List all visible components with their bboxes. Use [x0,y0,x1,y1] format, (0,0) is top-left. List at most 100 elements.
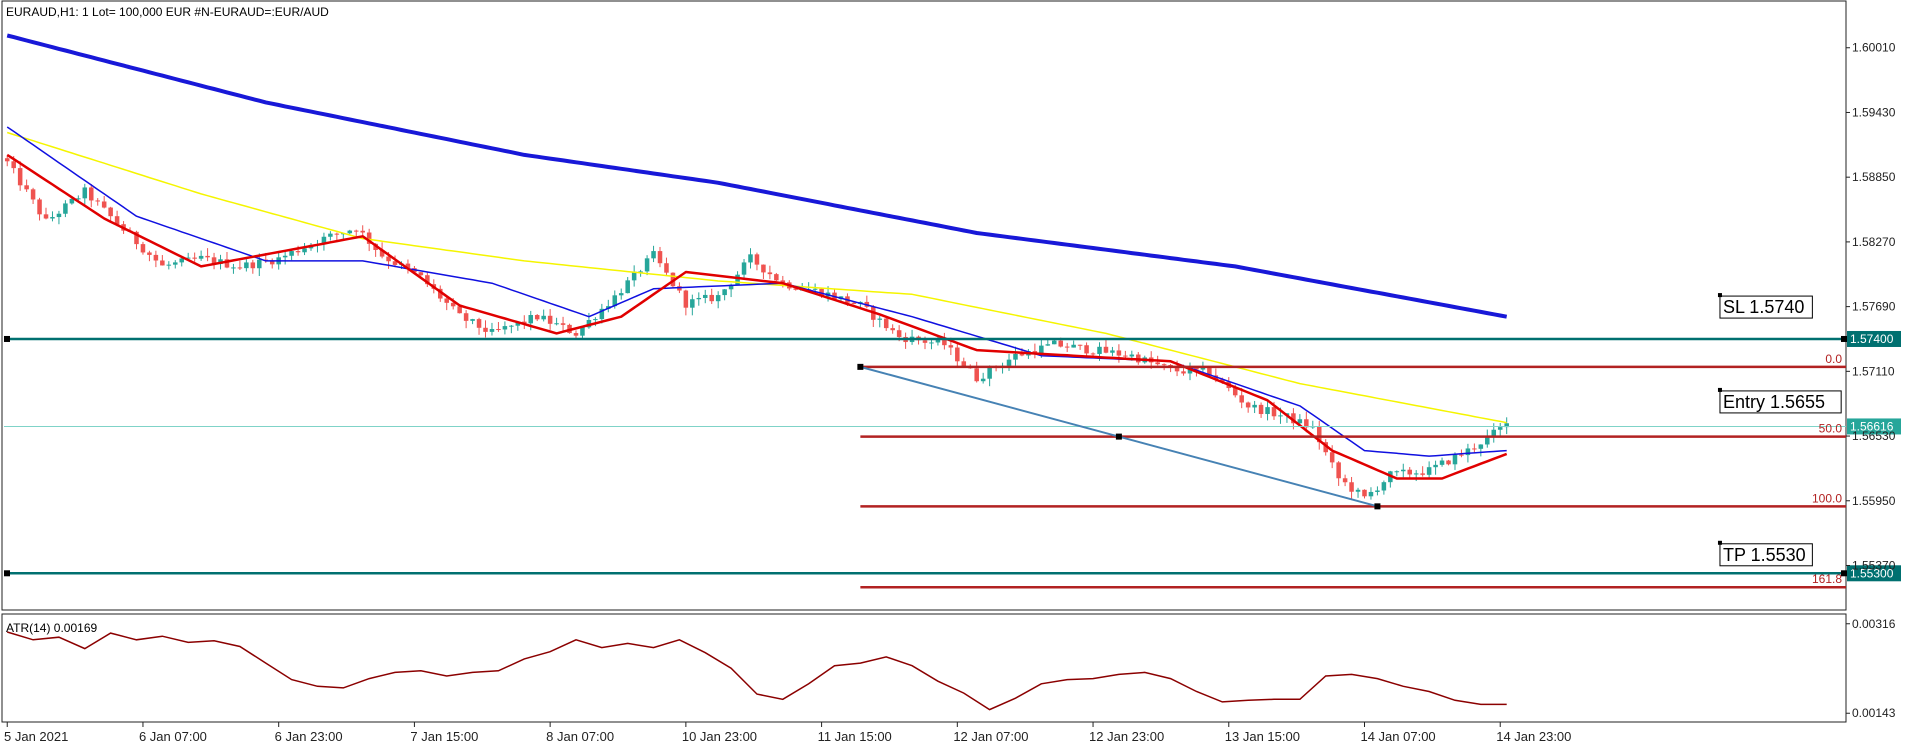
candle [418,272,424,277]
candle [664,257,669,275]
x-tick-label: 5 Jan 2021 [4,729,68,744]
level-handle[interactable] [1841,570,1847,577]
candle [405,259,411,274]
y-tick-label: 1.55370 [1852,558,1896,572]
y-tick-label: 1.57110 [1852,364,1895,378]
candle [774,272,779,282]
candle [502,321,508,335]
svg-text:TP 1.5530: TP 1.5530 [1723,545,1806,565]
atr-y-tick-label: 0.00316 [1852,617,1896,631]
candle [987,365,992,387]
candle [631,265,637,287]
candle [1084,342,1089,357]
candle [541,309,546,322]
candle [108,206,113,222]
candle [1497,423,1503,437]
candle [1375,486,1380,496]
y-tick-label: 1.55950 [1852,494,1896,508]
fib-anchor-handle[interactable] [1115,433,1122,440]
candle [160,255,165,266]
candle [1478,444,1484,457]
axes-layer: 1.60010 1.59430 1.58850 1.58270 1.57690 1.571… [4,41,1896,744]
candle [140,241,146,255]
candle [877,315,883,328]
candle [1013,346,1018,366]
candle [101,196,107,209]
y-tick-label: 1.59430 [1852,105,1896,119]
candle [147,250,152,262]
candle [1064,342,1070,353]
x-tick-label: 14 Jan 23:00 [1496,729,1571,744]
candle [522,315,527,330]
candle [470,318,475,325]
candle [257,253,262,277]
candle [1239,387,1244,409]
candle [179,256,184,267]
candle [625,277,630,294]
candle [1304,411,1309,433]
candle [741,259,747,280]
candle [1433,460,1438,475]
annotation-label[interactable]: TP 1.5530 [1717,540,1813,567]
candle [1420,466,1425,477]
candle [24,179,29,192]
level-handle[interactable] [4,570,10,577]
candle [955,342,960,367]
candle [696,292,702,306]
annotation-label[interactable]: Entry 1.5655 [1717,387,1842,414]
fib-anchor-handle[interactable] [1374,503,1381,510]
candle [334,232,340,242]
level-handle[interactable] [1841,335,1847,342]
candle [618,288,624,300]
candle [321,232,327,251]
candle [1472,443,1477,453]
candle [767,265,773,280]
svg-text:1.57400: 1.57400 [1850,332,1894,346]
candle [534,314,540,322]
candle [1342,474,1348,487]
candle [683,289,689,316]
level-price-tag: 1.55300 [1847,565,1901,582]
candle [302,242,307,256]
candle [17,161,23,191]
candle [192,252,197,262]
candle [489,322,495,336]
candle [476,317,482,335]
level-handle[interactable] [4,335,10,342]
candle [328,231,333,241]
svg-text:1.56616: 1.56616 [1850,419,1894,433]
fib-anchor-handle[interactable] [857,363,864,370]
candle [883,317,889,331]
candle [173,260,178,269]
candle [1006,353,1012,371]
candle [1123,350,1128,358]
candle [754,252,760,271]
candle [1316,420,1322,450]
candle [224,252,230,269]
price-panel-frame [1,0,1847,611]
y-tick-label: 1.57690 [1852,300,1896,314]
candle [43,207,49,220]
candle [198,250,204,261]
candle [651,245,656,263]
annotation-label[interactable]: SL 1.5740 [1717,293,1813,319]
atr-layer [6,631,1507,711]
candle [1245,401,1251,413]
candle [438,285,443,302]
x-tick-label: 14 Jan 07:00 [1360,729,1435,744]
candle [282,250,288,265]
current-price-tag: 1.56616 [1847,418,1901,435]
atr-panel-frame [1,613,1847,723]
candle [1323,439,1328,456]
fib-level-label: 50.0 [1819,422,1843,436]
candle [761,264,766,279]
candle [554,317,559,326]
y-tick-label: 1.58270 [1852,235,1896,249]
fib-level-label: 161.8 [1812,572,1842,586]
candle [974,361,979,383]
candle [1439,457,1445,467]
candle [851,302,857,305]
candle [4,155,10,167]
ma-long-line [6,33,1508,319]
candle [95,198,100,206]
